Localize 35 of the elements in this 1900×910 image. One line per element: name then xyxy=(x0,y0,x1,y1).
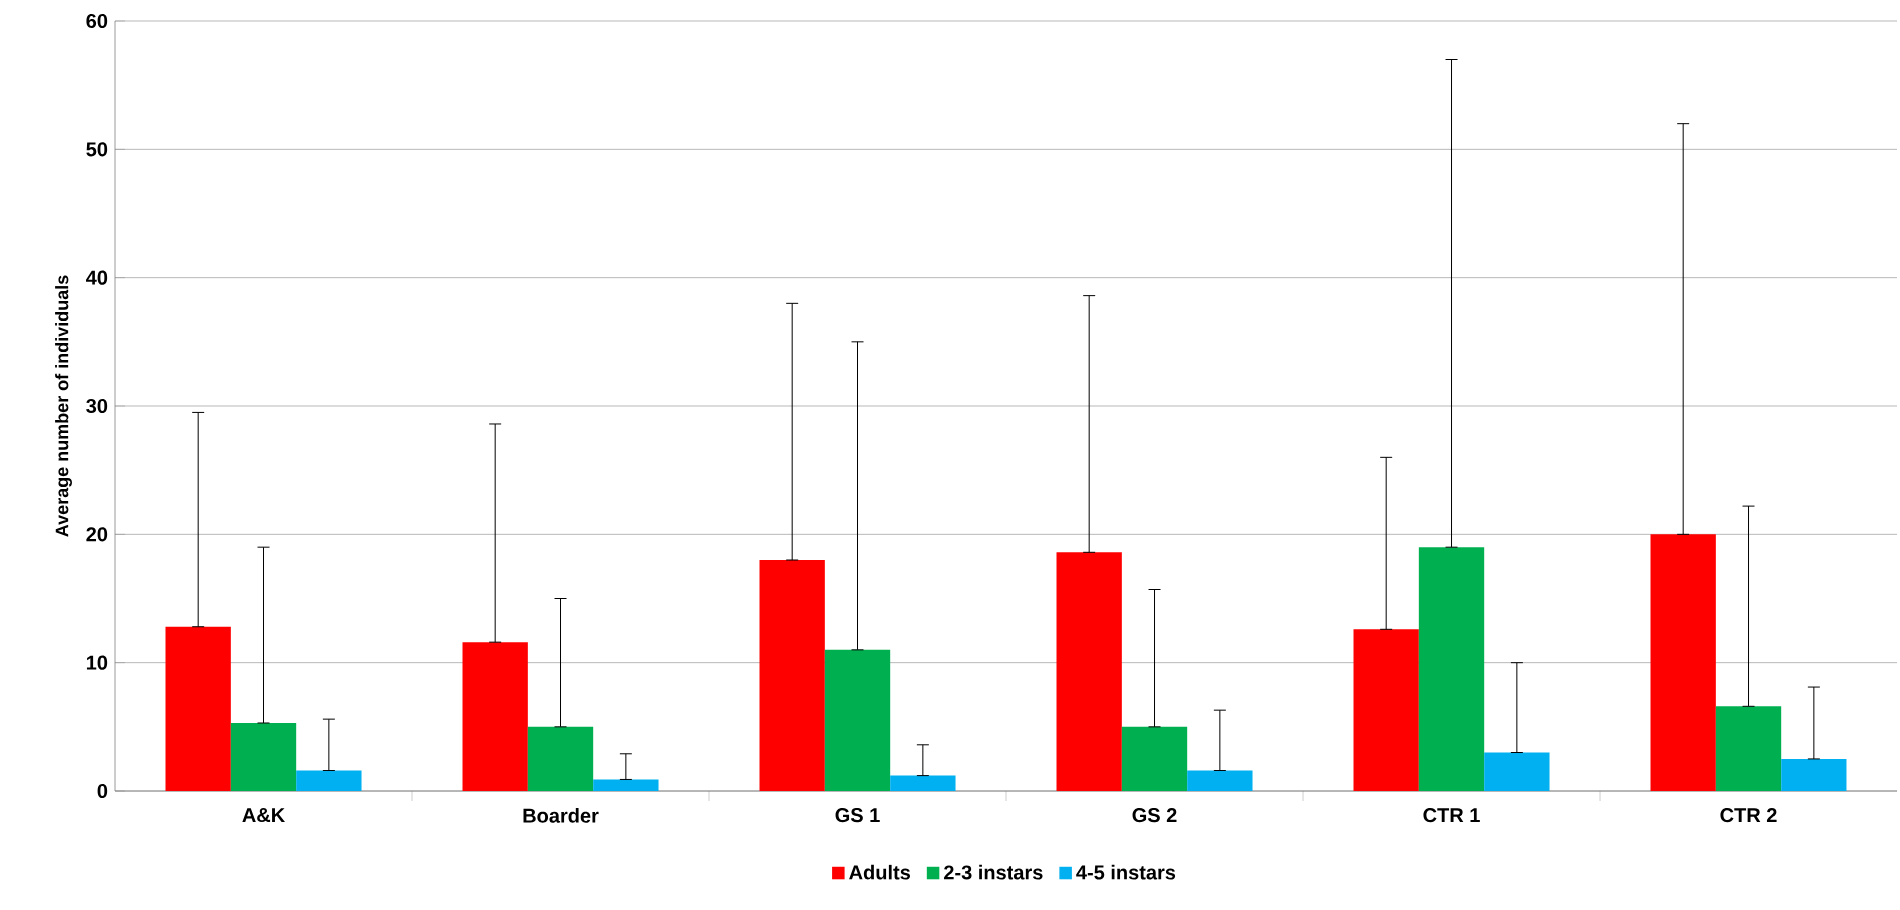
bar xyxy=(759,560,825,791)
x-tick-label: CTR 1 xyxy=(1423,808,1480,823)
x-tick-label: GS 2 xyxy=(1132,808,1177,823)
bar xyxy=(593,779,659,791)
bar xyxy=(296,770,362,791)
y-axis-title: Average number of individuals xyxy=(55,275,72,537)
bar xyxy=(165,626,231,791)
y-tick-label: 10 xyxy=(86,655,108,670)
bar xyxy=(1781,758,1847,791)
bar xyxy=(1187,770,1253,791)
bar xyxy=(1418,547,1485,791)
bar xyxy=(1353,629,1419,791)
x-tick-label: CTR 2 xyxy=(1720,808,1777,823)
legend-label: Adults xyxy=(849,864,911,880)
y-tick-label: 60 xyxy=(86,13,108,29)
bar xyxy=(230,722,297,791)
y-tick-label: 40 xyxy=(86,270,108,285)
bar xyxy=(1650,534,1716,791)
y-tick-label: 0 xyxy=(97,783,108,799)
y-tick-label: 30 xyxy=(86,398,108,414)
legend-label: 2-3 instars xyxy=(944,864,1043,880)
legend-label: 4-5 instars xyxy=(1076,864,1176,880)
x-tick-label: GS 1 xyxy=(835,808,880,823)
x-tick-label: Boarder xyxy=(523,808,599,823)
bar xyxy=(1715,706,1782,791)
bar xyxy=(824,649,891,791)
bar xyxy=(462,642,528,791)
bar xyxy=(890,775,956,791)
bar xyxy=(1121,726,1188,791)
y-tick-label: 20 xyxy=(86,527,108,542)
bar xyxy=(527,726,594,791)
y-tick-label: 50 xyxy=(86,142,108,157)
bar xyxy=(1056,552,1122,791)
x-tick-label: A&K xyxy=(242,808,285,823)
bar xyxy=(1484,752,1550,791)
